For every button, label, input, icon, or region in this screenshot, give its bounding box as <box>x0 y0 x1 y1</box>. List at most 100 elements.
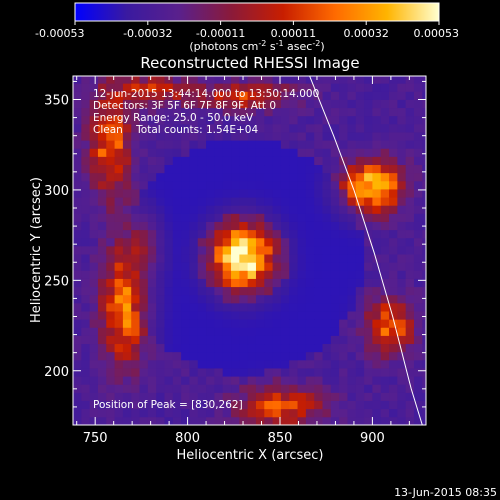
heatmap-cell <box>114 392 124 401</box>
heatmap-cell <box>222 335 232 345</box>
heatmap-cell <box>81 311 91 320</box>
heatmap-cell <box>364 254 373 263</box>
heatmap-cell <box>114 229 124 239</box>
heatmap-cell <box>89 335 99 345</box>
heatmap-cell <box>73 156 82 166</box>
heatmap-cell <box>239 107 249 117</box>
heatmap-cell <box>106 302 115 312</box>
heatmap-cell <box>239 376 249 385</box>
heatmap-cell <box>197 140 207 149</box>
heatmap-cell <box>264 213 274 222</box>
heatmap-cell <box>405 197 415 206</box>
heatmap-cell <box>422 270 426 279</box>
heatmap-cell <box>197 197 207 206</box>
heatmap-cell <box>314 180 323 190</box>
heatmap-cell <box>372 115 382 125</box>
heatmap-cell <box>372 278 382 288</box>
heatmap-cell <box>364 384 373 393</box>
heatmap-cell <box>97 311 107 320</box>
heatmap-cell <box>239 254 249 263</box>
heatmap-cell <box>389 197 398 206</box>
heatmap-cell <box>197 148 207 157</box>
heatmap-cell <box>147 319 157 328</box>
heatmap-cell <box>197 107 207 117</box>
heatmap-cell <box>189 351 199 361</box>
heatmap-cell <box>222 384 232 393</box>
heatmap-cell <box>222 376 232 385</box>
heatmap-cell <box>355 245 365 255</box>
heatmap-cell <box>131 91 140 100</box>
heatmap-cell <box>97 115 107 125</box>
heatmap-cell <box>397 270 407 279</box>
y-tick-label: 350 <box>44 94 69 109</box>
heatmap-cell <box>405 384 415 393</box>
heatmap-cell <box>239 416 249 425</box>
heatmap-cell <box>197 221 207 231</box>
heatmap-cell <box>389 140 398 149</box>
heatmap-cell <box>264 115 274 125</box>
heatmap-cell <box>73 197 82 206</box>
heatmap-cell <box>297 408 307 418</box>
heatmap-cell <box>389 205 398 214</box>
heatmap-cell <box>289 99 298 109</box>
heatmap-cell <box>339 327 348 336</box>
heatmap-cell <box>114 319 124 328</box>
heatmap-cell <box>73 408 82 418</box>
heatmap-cell <box>372 311 382 320</box>
heatmap-cell <box>405 83 415 92</box>
heatmap-cell <box>106 189 115 198</box>
heatmap-cell <box>172 83 182 92</box>
heatmap-cell <box>380 180 390 190</box>
heatmap-cell <box>131 286 140 296</box>
heatmap-cell <box>97 99 107 109</box>
heatmap-cell <box>255 302 265 312</box>
heatmap-cell <box>314 140 323 149</box>
heatmap-cell <box>231 172 240 182</box>
heatmap-cell <box>239 359 249 369</box>
heatmap-cell <box>297 351 307 361</box>
colorbar: -0.00053 -0.00032 -0.00011 0.00011 0.00032 0.… <box>35 2 459 53</box>
heatmap-cell <box>181 351 190 361</box>
heatmap-cell <box>156 91 165 100</box>
heatmap-cell <box>264 221 274 231</box>
heatmap-cell <box>289 180 298 190</box>
heatmap-cell <box>297 76 307 84</box>
heatmap-cell <box>389 343 398 353</box>
heatmap-cell <box>197 115 207 125</box>
heatmap-cell <box>247 327 257 336</box>
heatmap-cell <box>73 351 82 361</box>
heatmap-cell <box>89 294 99 304</box>
heatmap-cell <box>206 132 215 141</box>
heatmap-cell <box>131 270 140 279</box>
heatmap-cell <box>413 376 423 385</box>
heatmap-cell <box>339 132 348 141</box>
heatmap-cell <box>97 91 107 100</box>
heatmap-cell <box>97 302 107 312</box>
heatmap-cell <box>214 172 224 182</box>
heatmap-cell <box>280 294 290 304</box>
heatmap-cell <box>164 197 174 206</box>
heatmap-cell <box>380 156 390 166</box>
heatmap-cell <box>122 156 132 166</box>
heatmap-cell <box>339 408 348 418</box>
heatmap-cell <box>347 392 357 401</box>
heatmap-cell <box>380 172 390 182</box>
heatmap-cell <box>413 229 423 239</box>
heatmap-cell <box>156 400 165 410</box>
heatmap-cell <box>239 270 249 279</box>
heatmap-cell <box>189 229 199 239</box>
heatmap-cell <box>405 180 415 190</box>
heatmap-cell <box>247 180 257 190</box>
heatmap-cell <box>89 229 99 239</box>
heatmap-cell <box>364 408 373 418</box>
heatmap-cell <box>156 123 165 133</box>
heatmap-cell <box>164 294 174 304</box>
heatmap-cell <box>255 229 265 239</box>
heatmap-cell <box>255 132 265 141</box>
heatmap-cell <box>289 408 298 418</box>
heatmap-cell <box>97 132 107 141</box>
heatmap-cell <box>272 115 282 125</box>
heatmap-cell <box>89 351 99 361</box>
heatmap-cell <box>297 335 307 345</box>
